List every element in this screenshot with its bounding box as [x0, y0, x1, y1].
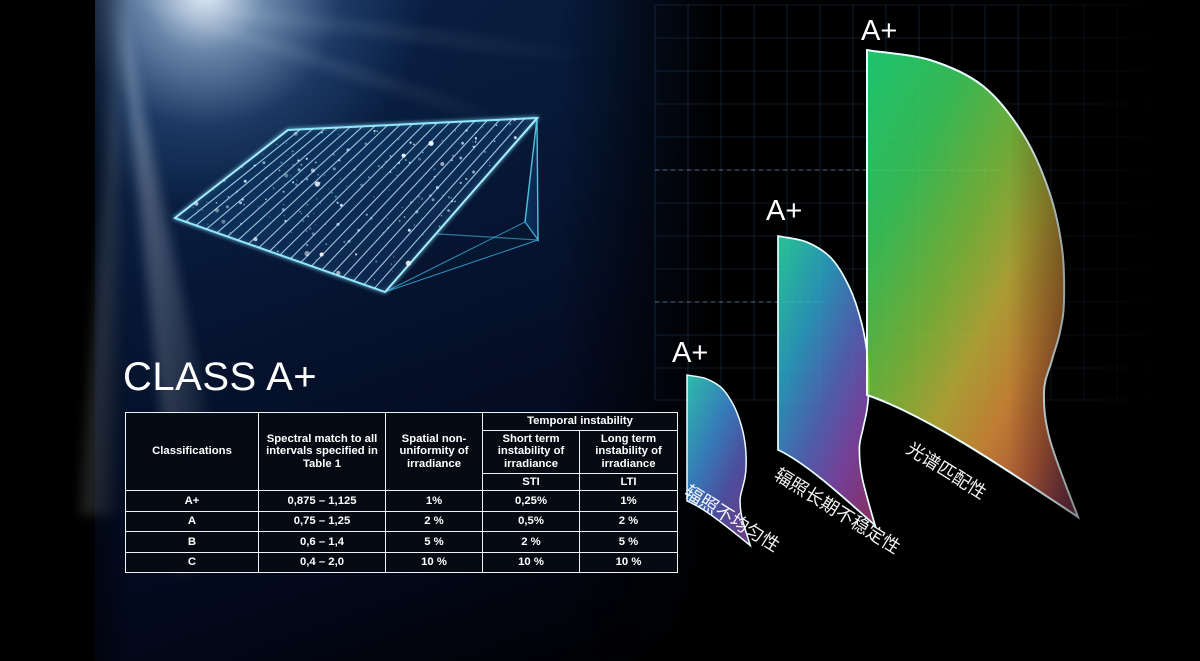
svg-text:A+: A+ — [861, 15, 897, 47]
svg-text:A+: A+ — [766, 195, 802, 227]
svg-text:A+: A+ — [672, 337, 708, 369]
